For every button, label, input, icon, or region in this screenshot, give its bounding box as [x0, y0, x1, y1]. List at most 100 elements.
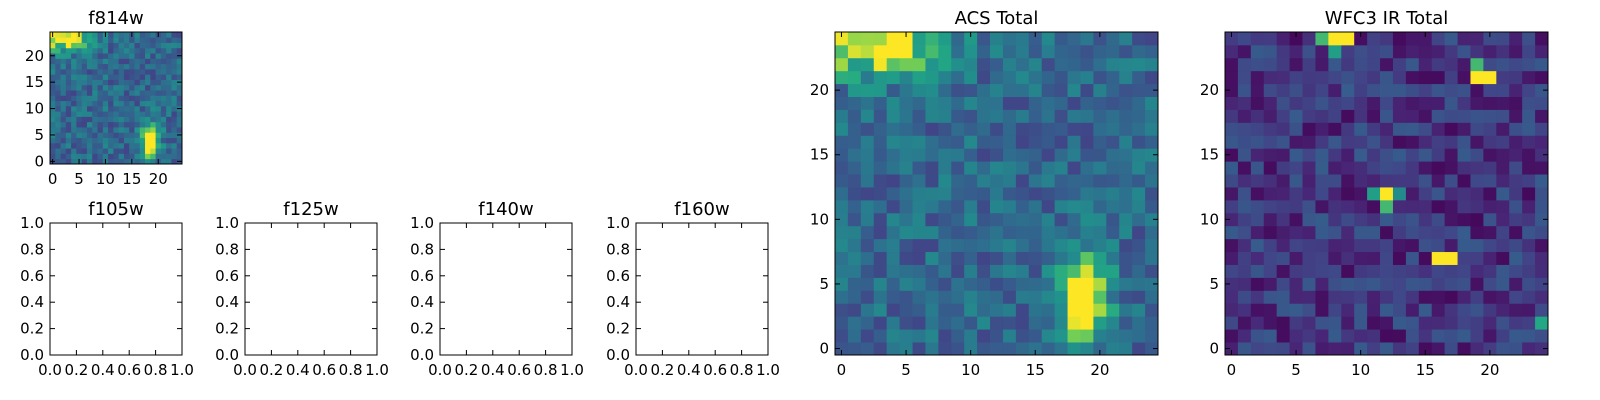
heatmap-cell [1380, 174, 1394, 188]
heatmap-cell [1328, 212, 1342, 227]
heatmap-cell [1250, 212, 1265, 227]
heatmap-cell [1470, 316, 1484, 330]
heatmap-cell [1041, 238, 1056, 253]
heatmap-cell [1535, 264, 1549, 278]
heatmap-cell [1431, 329, 1446, 343]
y-tick-label: 0.0 [410, 346, 434, 364]
heatmap-cell [1341, 174, 1355, 188]
heatmap-cell [990, 316, 1004, 330]
heatmap-cell [92, 100, 98, 107]
heatmap-cell [1444, 212, 1458, 227]
heatmap-cell [1225, 316, 1239, 330]
heatmap-cell [1418, 148, 1433, 162]
y-tick-label: 0.8 [215, 240, 239, 258]
heatmap-cell [1041, 187, 1056, 201]
heatmap-cell [97, 153, 104, 160]
heatmap-cell [925, 251, 939, 265]
heatmap-cell [176, 68, 183, 75]
heatmap-cell [145, 121, 151, 128]
heatmap-cell [1276, 238, 1290, 253]
heatmap-cell [1405, 83, 1420, 97]
heatmap-cell [1380, 122, 1394, 136]
heatmap-cell [1028, 57, 1043, 72]
heatmap-cell [886, 342, 900, 356]
heatmap-cell [1263, 96, 1278, 110]
heatmap-cell [1302, 161, 1316, 175]
heatmap-cell [835, 187, 849, 201]
heatmap-cell [1002, 251, 1017, 265]
heatmap-cell [847, 329, 862, 343]
heatmap-cell [1093, 44, 1107, 59]
heatmap-cell [145, 47, 151, 54]
y-tick-label: 5 [819, 275, 829, 293]
heatmap-cell [847, 122, 862, 136]
heatmap-cell [155, 148, 162, 154]
heatmap-cell [65, 127, 72, 133]
heatmap-cell [65, 53, 72, 59]
heatmap-cell [1263, 187, 1278, 201]
heatmap-cell [55, 53, 61, 59]
heatmap-cell [1263, 264, 1278, 278]
heatmap-cell [1132, 70, 1146, 85]
heatmap-cell [1119, 44, 1133, 59]
heatmap-cell [912, 122, 926, 136]
heatmap-cell [166, 84, 172, 91]
heatmap-cell [150, 158, 156, 165]
heatmap-cell [60, 153, 67, 160]
heatmap-cell [1431, 174, 1446, 188]
heatmap-cell [1328, 174, 1342, 188]
heatmap-cell [150, 79, 156, 86]
heatmap-cell [1080, 277, 1094, 291]
heatmap-cell [1341, 148, 1355, 162]
heatmap-cell [1250, 161, 1265, 175]
heatmap-cell [1431, 238, 1446, 253]
heatmap-cell [113, 37, 120, 43]
heatmap-cell [1289, 57, 1303, 72]
heatmap-cell [1145, 57, 1159, 72]
heatmap-cell [1002, 225, 1017, 240]
heatmap-cell [166, 42, 172, 49]
heatmap-cell [1483, 238, 1497, 253]
heatmap-cell [1276, 225, 1290, 240]
heatmap-cell [1054, 212, 1068, 227]
heatmap-cell [1093, 70, 1107, 85]
heatmap-cell [1457, 135, 1471, 149]
heatmap-cell [1354, 83, 1368, 97]
heatmap-cell [1341, 303, 1355, 317]
heatmap-cell [92, 111, 98, 117]
panel-title: f160w [674, 199, 729, 220]
heatmap-cell [123, 100, 130, 107]
heatmap-cell [176, 74, 183, 80]
heatmap-cell [1367, 316, 1381, 330]
heatmap-cell [1444, 83, 1458, 97]
axes-frame [635, 222, 769, 356]
heatmap-cell [55, 63, 61, 70]
heatmap-cell [1405, 109, 1420, 123]
heatmap-cell [1250, 32, 1265, 46]
y-tick-label: 20 [25, 47, 44, 65]
heatmap-cell [1328, 148, 1342, 162]
heatmap-cell [1263, 199, 1278, 214]
heatmap-cell [1496, 32, 1510, 46]
heatmap-cell [145, 100, 151, 107]
heatmap-cell [1132, 329, 1146, 343]
heatmap-cell [113, 90, 120, 96]
heatmap-cell [1093, 161, 1107, 175]
heatmap-cell [1444, 264, 1458, 278]
axes-frame [49, 31, 183, 165]
heatmap-cell [1067, 264, 1081, 278]
heatmap-cell [1392, 148, 1407, 162]
heatmap-cell [860, 212, 875, 227]
heatmap-cell [1535, 199, 1549, 214]
heatmap-cell [113, 127, 120, 133]
axes-frame [1224, 31, 1549, 356]
heatmap-cell [925, 122, 939, 136]
heatmap-cell [847, 316, 862, 330]
heatmap-cell [92, 95, 98, 102]
heatmap-cell [1002, 264, 1017, 278]
heatmap-cell [1535, 122, 1549, 136]
heatmap-cell [1237, 122, 1252, 136]
heatmap-cell [150, 95, 156, 102]
heatmap-cell [92, 148, 98, 154]
